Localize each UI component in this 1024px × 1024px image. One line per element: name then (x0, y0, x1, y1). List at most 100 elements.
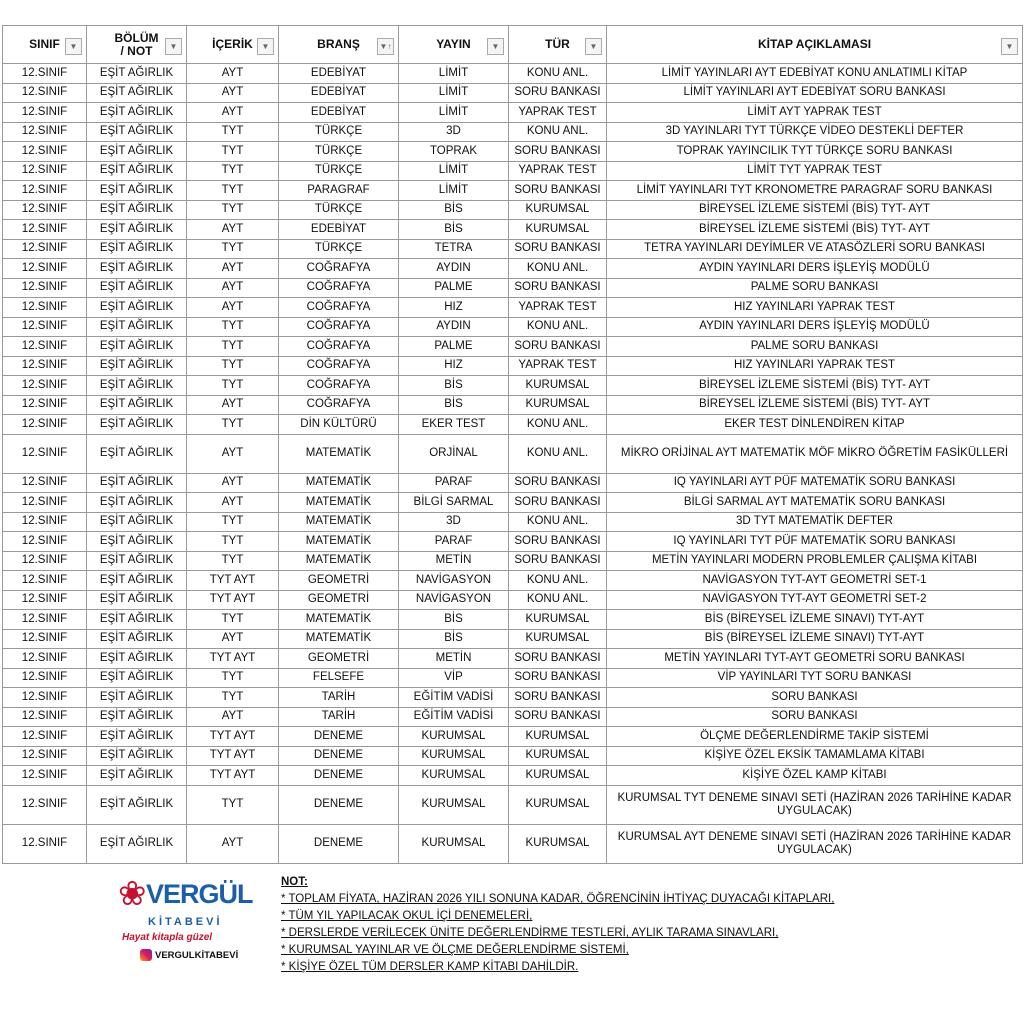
cell-brans[interactable]: COĞRAFYA (278, 277, 399, 298)
cell-sinif[interactable]: 12.SINIF (2, 277, 87, 298)
cell-bolum[interactable]: EŞİT AĞIRLIK (86, 258, 187, 279)
cell-sinif[interactable]: 12.SINIF (2, 609, 87, 630)
cell-icerik[interactable]: TYT AYT (186, 648, 279, 669)
cell-tur[interactable]: SORU BANKASI (508, 531, 607, 552)
cell-kitap-aciklamasi[interactable]: SORU BANKASI (606, 687, 1023, 708)
cell-bolum[interactable]: EŞİT AĞIRLIK (86, 609, 187, 630)
cell-brans[interactable]: TÜRKÇE (278, 160, 399, 181)
cell-brans[interactable]: EDEBİYAT (278, 82, 399, 103)
cell-sinif[interactable]: 12.SINIF (2, 648, 87, 669)
cell-icerik[interactable]: TYT (186, 238, 279, 259)
cell-bolum[interactable]: EŞİT AĞIRLIK (86, 219, 187, 240)
cell-tur[interactable]: SORU BANKASI (508, 687, 607, 708)
cell-sinif[interactable]: 12.SINIF (2, 238, 87, 259)
cell-icerik[interactable]: AYT (186, 102, 279, 123)
cell-kitap-aciklamasi[interactable]: AYDIN YAYINLARI DERS İŞLEYİŞ MODÜLÜ (606, 258, 1023, 279)
cell-brans[interactable]: DENEME (278, 784, 399, 825)
cell-bolum[interactable]: EŞİT AĞIRLIK (86, 745, 187, 766)
cell-kitap-aciklamasi[interactable]: BİREYSEL İZLEME SİSTEMİ (BİS) TYT- AYT (606, 199, 1023, 220)
cell-tur[interactable]: KURUMSAL (508, 726, 607, 747)
cell-brans[interactable]: MATEMATİK (278, 550, 399, 571)
cell-bolum[interactable]: EŞİT AĞIRLIK (86, 121, 187, 142)
cell-tur[interactable]: KONU ANL. (508, 570, 607, 591)
cell-yayin[interactable]: PALME (398, 336, 509, 357)
cell-kitap-aciklamasi[interactable]: BİS (BİREYSEL İZLEME SINAVI) TYT-AYT (606, 609, 1023, 630)
cell-yayin[interactable]: KURUMSAL (398, 823, 509, 864)
cell-kitap-aciklamasi[interactable]: KİŞİYE ÖZEL KAMP KİTABI (606, 765, 1023, 786)
cell-kitap-aciklamasi[interactable]: IQ YAYINLARI TYT PÜF MATEMATİK SORU BANK… (606, 531, 1023, 552)
cell-sinif[interactable]: 12.SINIF (2, 492, 87, 513)
filter-dropdown-icon[interactable]: ▼ (1001, 38, 1018, 55)
cell-kitap-aciklamasi[interactable]: NAVİGASYON TYT-AYT GEOMETRİ SET-2 (606, 589, 1023, 610)
cell-bolum[interactable]: EŞİT AĞIRLIK (86, 414, 187, 435)
cell-sinif[interactable]: 12.SINIF (2, 706, 87, 727)
cell-bolum[interactable]: EŞİT AĞIRLIK (86, 199, 187, 220)
cell-bolum[interactable]: EŞİT AĞIRLIK (86, 823, 187, 864)
cell-brans[interactable]: GEOMETRİ (278, 589, 399, 610)
cell-brans[interactable]: MATEMATİK (278, 511, 399, 532)
cell-icerik[interactable]: AYT (186, 706, 279, 727)
cell-sinif[interactable]: 12.SINIF (2, 511, 87, 532)
cell-brans[interactable]: MATEMATİK (278, 433, 399, 474)
cell-sinif[interactable]: 12.SINIF (2, 316, 87, 337)
cell-tur[interactable]: SORU BANKASI (508, 336, 607, 357)
cell-brans[interactable]: MATEMATİK (278, 628, 399, 649)
sort-filter-icon[interactable]: ▼↑ (377, 38, 394, 55)
cell-tur[interactable]: YAPRAK TEST (508, 102, 607, 123)
cell-sinif[interactable]: 12.SINIF (2, 472, 87, 493)
cell-icerik[interactable]: TYT (186, 199, 279, 220)
cell-yayin[interactable]: NAVİGASYON (398, 589, 509, 610)
cell-icerik[interactable]: TYT (186, 511, 279, 532)
cell-brans[interactable]: DENEME (278, 745, 399, 766)
cell-brans[interactable]: TÜRKÇE (278, 238, 399, 259)
cell-tur[interactable]: KONU ANL. (508, 63, 607, 84)
cell-sinif[interactable]: 12.SINIF (2, 141, 87, 162)
cell-brans[interactable]: TARİH (278, 687, 399, 708)
cell-yayin[interactable]: LİMİT (398, 160, 509, 181)
cell-brans[interactable]: COĞRAFYA (278, 316, 399, 337)
cell-bolum[interactable]: EŞİT AĞIRLIK (86, 336, 187, 357)
cell-kitap-aciklamasi[interactable]: HIZ YAYINLARI YAPRAK TEST (606, 355, 1023, 376)
cell-kitap-aciklamasi[interactable]: PALME SORU BANKASI (606, 277, 1023, 298)
cell-kitap-aciklamasi[interactable]: EKER TEST DİNLENDİREN KİTAP (606, 414, 1023, 435)
cell-tur[interactable]: SORU BANKASI (508, 648, 607, 669)
cell-tur[interactable]: KURUMSAL (508, 375, 607, 396)
cell-tur[interactable]: KONU ANL. (508, 511, 607, 532)
cell-yayin[interactable]: 3D (398, 511, 509, 532)
cell-brans[interactable]: COĞRAFYA (278, 355, 399, 376)
cell-sinif[interactable]: 12.SINIF (2, 726, 87, 747)
cell-sinif[interactable]: 12.SINIF (2, 102, 87, 123)
cell-sinif[interactable]: 12.SINIF (2, 667, 87, 688)
cell-yayin[interactable]: EKER TEST (398, 414, 509, 435)
cell-yayin[interactable]: AYDIN (398, 258, 509, 279)
cell-sinif[interactable]: 12.SINIF (2, 687, 87, 708)
filter-dropdown-icon[interactable]: ▼ (165, 38, 182, 55)
cell-sinif[interactable]: 12.SINIF (2, 628, 87, 649)
cell-sinif[interactable]: 12.SINIF (2, 570, 87, 591)
cell-kitap-aciklamasi[interactable]: BİS (BİREYSEL İZLEME SINAVI) TYT-AYT (606, 628, 1023, 649)
cell-yayin[interactable]: TOPRAK (398, 141, 509, 162)
cell-sinif[interactable]: 12.SINIF (2, 414, 87, 435)
cell-tur[interactable]: SORU BANKASI (508, 141, 607, 162)
filter-dropdown-icon[interactable]: ▼ (65, 38, 82, 55)
cell-yayin[interactable]: HIZ (398, 355, 509, 376)
cell-tur[interactable]: SORU BANKASI (508, 667, 607, 688)
cell-brans[interactable]: MATEMATİK (278, 531, 399, 552)
cell-bolum[interactable]: EŞİT AĞIRLIK (86, 355, 187, 376)
cell-tur[interactable]: YAPRAK TEST (508, 355, 607, 376)
cell-sinif[interactable]: 12.SINIF (2, 355, 87, 376)
cell-icerik[interactable]: AYT (186, 433, 279, 474)
cell-sinif[interactable]: 12.SINIF (2, 63, 87, 84)
cell-icerik[interactable]: AYT (186, 258, 279, 279)
cell-yayin[interactable]: PARAF (398, 472, 509, 493)
cell-icerik[interactable]: TYT (186, 531, 279, 552)
cell-tur[interactable]: KURUMSAL (508, 745, 607, 766)
cell-yayin[interactable]: BİS (398, 219, 509, 240)
cell-bolum[interactable]: EŞİT AĞIRLIK (86, 511, 187, 532)
cell-yayin[interactable]: VİP (398, 667, 509, 688)
cell-bolum[interactable]: EŞİT AĞIRLIK (86, 726, 187, 747)
cell-bolum[interactable]: EŞİT AĞIRLIK (86, 589, 187, 610)
cell-yayin[interactable]: KURUMSAL (398, 745, 509, 766)
cell-sinif[interactable]: 12.SINIF (2, 160, 87, 181)
cell-bolum[interactable]: EŞİT AĞIRLIK (86, 648, 187, 669)
